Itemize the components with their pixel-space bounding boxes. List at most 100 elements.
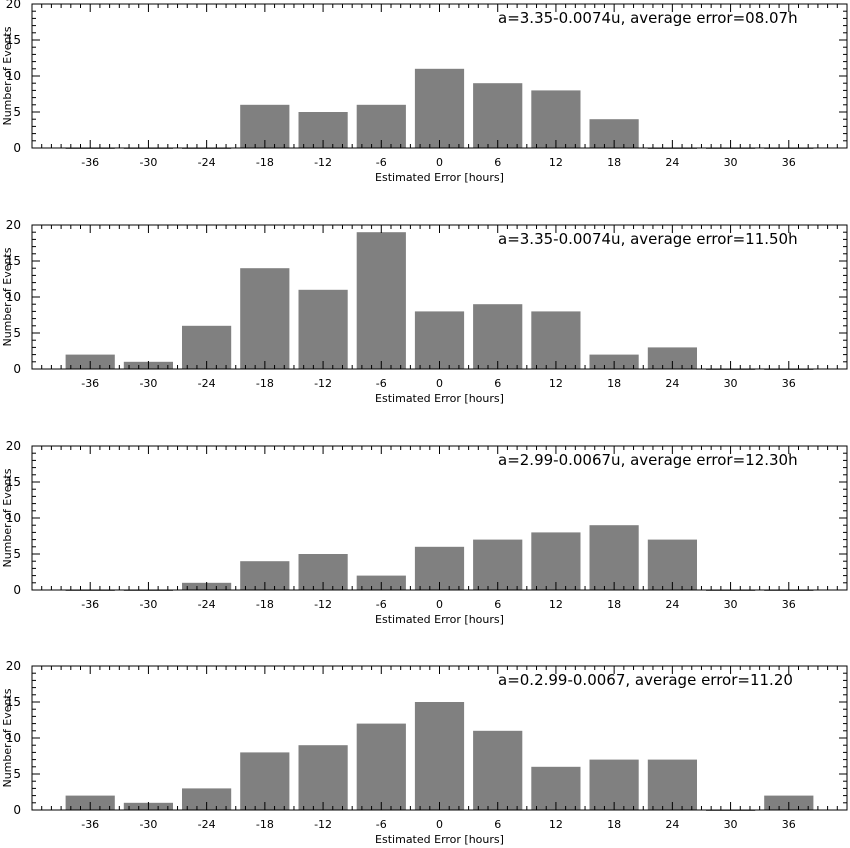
bar-24 <box>647 759 697 810</box>
x-tick-label: -12 <box>314 598 332 611</box>
x-tick-label: 36 <box>782 156 796 169</box>
bar-24 <box>647 347 697 369</box>
y-axis-label: Number of Events <box>1 468 14 567</box>
bar-6 <box>473 539 523 590</box>
x-tick-label: -12 <box>314 818 332 831</box>
x-tick-label: -24 <box>198 377 216 390</box>
bar-12 <box>531 90 581 148</box>
bar-0 <box>414 702 465 810</box>
chart-panel-3: 0 5 10 15 20 -36 -30 -24 -18 -12 -6 0 6 12 18 24 30 36 Est… <box>1 439 848 626</box>
bar-6 <box>473 730 523 810</box>
chart-panel-2: 0 5 10 15 20 -36 -30 -24 -18 -12 -6 0 6 12 18 24 30 36 Est… <box>1 218 848 405</box>
bar--12 <box>298 289 348 369</box>
bar-6 <box>473 83 523 148</box>
x-tick-label: 18 <box>607 156 621 169</box>
x-tick-label: -36 <box>81 156 99 169</box>
bar--6 <box>356 232 406 369</box>
bar--24 <box>182 788 232 810</box>
x-tick-label: -18 <box>256 818 274 831</box>
x-tick-label: -30 <box>139 598 157 611</box>
x-tick-label: -18 <box>256 156 274 169</box>
y-tick-label: 20 <box>6 0 21 11</box>
y-tick-label: 20 <box>6 218 21 232</box>
chart-annotation: a=3.35-0.0074u, average error=11.50h <box>498 230 798 248</box>
x-axis-label: Estimated Error [hours] <box>375 171 504 184</box>
bar-18 <box>589 525 639 590</box>
x-tick-label: 12 <box>549 377 563 390</box>
x-axis-label: Estimated Error [hours] <box>375 833 504 846</box>
y-axis-label: Number of Events <box>1 688 14 787</box>
x-tick-label: 36 <box>782 818 796 831</box>
x-tick-label: -36 <box>81 818 99 831</box>
x-tick-label: -18 <box>256 377 274 390</box>
bar-12 <box>531 532 581 590</box>
chart-panel-4: 0 5 10 15 20 -36 -30 -24 -18 -12 -6 0 6 12 18 24 30 36 Est… <box>1 659 848 846</box>
x-tick-label: 24 <box>665 598 679 611</box>
x-tick-label: 24 <box>665 377 679 390</box>
x-tick-label: 12 <box>549 156 563 169</box>
x-tick-label: -24 <box>198 156 216 169</box>
y-tick-label: 15 <box>6 695 21 709</box>
x-axis-label: Estimated Error [hours] <box>375 613 504 626</box>
x-tick-label: -36 <box>81 377 99 390</box>
x-tick-label: 12 <box>549 598 563 611</box>
x-tick-label: 30 <box>724 377 738 390</box>
x-tick-label: 18 <box>607 598 621 611</box>
y-tick-label: 10 <box>6 290 21 304</box>
y-tick-label: 5 <box>13 105 21 119</box>
bar-6 <box>473 304 523 369</box>
x-tick-label: -12 <box>314 377 332 390</box>
y-tick-label: 15 <box>6 475 21 489</box>
y-tick-label: 5 <box>13 326 21 340</box>
x-tick-label: -36 <box>81 598 99 611</box>
x-tick-label: 24 <box>665 156 679 169</box>
bar-0 <box>414 311 465 369</box>
x-tick-label: 18 <box>607 377 621 390</box>
x-tick-label: 12 <box>549 818 563 831</box>
bar-18 <box>589 759 639 810</box>
x-tick-label: -18 <box>256 598 274 611</box>
x-tick-label: -12 <box>314 156 332 169</box>
x-tick-label: -30 <box>139 156 157 169</box>
bar--18 <box>240 752 290 810</box>
chart-annotation: a=2.99-0.0067u, average error=12.30h <box>498 451 798 469</box>
x-tick-label: -24 <box>198 818 216 831</box>
chart-annotation: a=0.2.99-0.0067, average error=11.20 <box>498 671 793 689</box>
x-tick-label: -30 <box>139 818 157 831</box>
x-tick-label: 0 <box>436 156 443 169</box>
chart-panel-1: 0 5 10 15 20 -36 -30 -24 -18 -12 -6 0 6 12 18 24 30 36 Est… <box>1 0 848 184</box>
y-tick-label: 15 <box>6 254 21 268</box>
x-tick-label: 30 <box>724 156 738 169</box>
y-tick-label: 0 <box>13 362 21 376</box>
x-tick-label: -6 <box>376 818 387 831</box>
x-axis-label: Estimated Error [hours] <box>375 392 504 405</box>
y-tick-label: 20 <box>6 659 21 673</box>
x-tick-label: -6 <box>376 598 387 611</box>
x-tick-label: 36 <box>782 598 796 611</box>
y-tick-label: 0 <box>13 803 21 817</box>
x-tick-label: 6 <box>494 156 501 169</box>
x-tick-label: 30 <box>724 598 738 611</box>
x-tick-label: 18 <box>607 818 621 831</box>
bar--12 <box>298 745 348 810</box>
x-tick-label: 0 <box>436 818 443 831</box>
x-tick-label: -6 <box>376 377 387 390</box>
x-tick-label: 0 <box>436 377 443 390</box>
y-tick-label: 10 <box>6 511 21 525</box>
bar-24 <box>647 539 697 590</box>
x-tick-label: 6 <box>494 598 501 611</box>
bar-0 <box>414 68 465 148</box>
y-tick-label: 5 <box>13 547 21 561</box>
x-tick-label: 36 <box>782 377 796 390</box>
y-tick-label: 15 <box>6 33 21 47</box>
x-tick-label: 30 <box>724 818 738 831</box>
y-tick-label: 0 <box>13 141 21 155</box>
x-tick-label: 0 <box>436 598 443 611</box>
x-tick-label: -24 <box>198 598 216 611</box>
y-axis-label: Number of Events <box>1 26 14 125</box>
bar--18 <box>240 268 290 369</box>
y-tick-label: 0 <box>13 583 21 597</box>
x-tick-label: 24 <box>665 818 679 831</box>
y-axis-label: Number of Events <box>1 247 14 346</box>
